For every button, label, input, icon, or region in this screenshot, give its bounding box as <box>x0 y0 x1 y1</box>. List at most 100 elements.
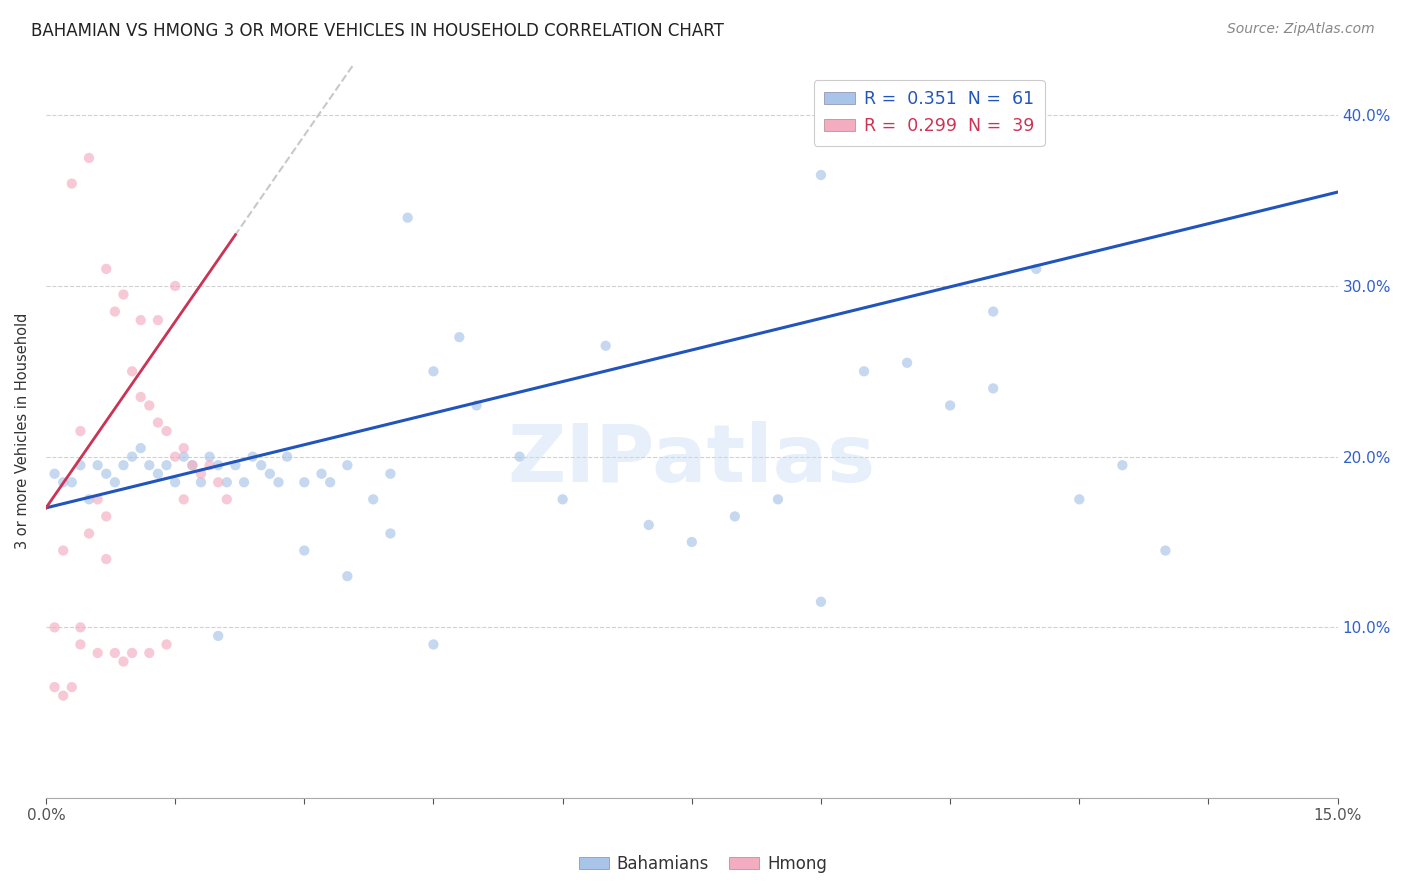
Point <box>380 526 402 541</box>
Point <box>60 680 83 694</box>
Point <box>96 467 118 481</box>
Point <box>112 655 135 669</box>
Point <box>336 569 359 583</box>
Point <box>190 467 212 481</box>
Point <box>1025 261 1047 276</box>
Point <box>129 390 152 404</box>
Point <box>155 458 177 473</box>
Point <box>138 646 160 660</box>
Point <box>146 467 169 481</box>
Point <box>681 535 703 549</box>
Legend: R =  0.351  N =  61, R =  0.299  N =  39: R = 0.351 N = 61, R = 0.299 N = 39 <box>814 80 1045 145</box>
Point <box>121 450 143 464</box>
Text: ZIPatlas: ZIPatlas <box>508 421 876 500</box>
Point <box>551 492 574 507</box>
Point <box>1069 492 1091 507</box>
Point <box>276 450 298 464</box>
Point <box>104 475 127 490</box>
Point <box>138 458 160 473</box>
Point <box>181 458 204 473</box>
Point <box>207 458 229 473</box>
Point <box>52 543 75 558</box>
Point <box>292 543 315 558</box>
Point <box>155 424 177 438</box>
Point <box>250 458 273 473</box>
Point <box>380 467 402 481</box>
Point <box>69 620 91 634</box>
Point <box>44 620 66 634</box>
Point <box>146 416 169 430</box>
Point <box>77 492 100 507</box>
Point <box>86 458 108 473</box>
Point <box>853 364 876 378</box>
Point <box>155 637 177 651</box>
Point <box>319 475 342 490</box>
Point <box>44 467 66 481</box>
Point <box>52 475 75 490</box>
Point <box>96 552 118 566</box>
Point <box>336 458 359 473</box>
Point <box>173 450 195 464</box>
Point <box>509 450 531 464</box>
Point <box>896 356 918 370</box>
Point <box>165 475 187 490</box>
Point <box>112 458 135 473</box>
Point <box>60 475 83 490</box>
Point <box>112 287 135 301</box>
Point <box>77 151 100 165</box>
Point <box>198 450 221 464</box>
Point <box>215 475 238 490</box>
Point <box>52 689 75 703</box>
Point <box>1154 543 1177 558</box>
Text: Source: ZipAtlas.com: Source: ZipAtlas.com <box>1227 22 1375 37</box>
Point <box>810 168 832 182</box>
Point <box>422 637 444 651</box>
Point <box>190 475 212 490</box>
Point <box>215 492 238 507</box>
Point <box>96 261 118 276</box>
Point <box>207 629 229 643</box>
Y-axis label: 3 or more Vehicles in Household: 3 or more Vehicles in Household <box>15 313 30 549</box>
Point <box>69 637 91 651</box>
Point <box>146 313 169 327</box>
Point <box>724 509 747 524</box>
Point <box>422 364 444 378</box>
Point <box>121 364 143 378</box>
Point <box>96 509 118 524</box>
Point <box>361 492 384 507</box>
Point <box>207 475 229 490</box>
Legend: Bahamians, Hmong: Bahamians, Hmong <box>572 848 834 880</box>
Point <box>69 424 91 438</box>
Point <box>233 475 256 490</box>
Point <box>77 526 100 541</box>
Point <box>165 279 187 293</box>
Point <box>121 646 143 660</box>
Point <box>1111 458 1133 473</box>
Point <box>449 330 471 344</box>
Point <box>311 467 333 481</box>
Point <box>396 211 419 225</box>
Point <box>292 475 315 490</box>
Point <box>810 595 832 609</box>
Point <box>259 467 281 481</box>
Point <box>198 458 221 473</box>
Point <box>981 381 1004 395</box>
Point <box>69 458 91 473</box>
Point <box>267 475 290 490</box>
Point <box>637 518 659 533</box>
Point <box>766 492 789 507</box>
Point <box>104 304 127 318</box>
Point <box>981 304 1004 318</box>
Point <box>129 441 152 455</box>
Point <box>86 646 108 660</box>
Point <box>465 399 488 413</box>
Point <box>181 458 204 473</box>
Point <box>939 399 962 413</box>
Point <box>224 458 246 473</box>
Point <box>129 313 152 327</box>
Point <box>595 339 617 353</box>
Point <box>173 441 195 455</box>
Point <box>138 399 160 413</box>
Point <box>165 450 187 464</box>
Point <box>44 680 66 694</box>
